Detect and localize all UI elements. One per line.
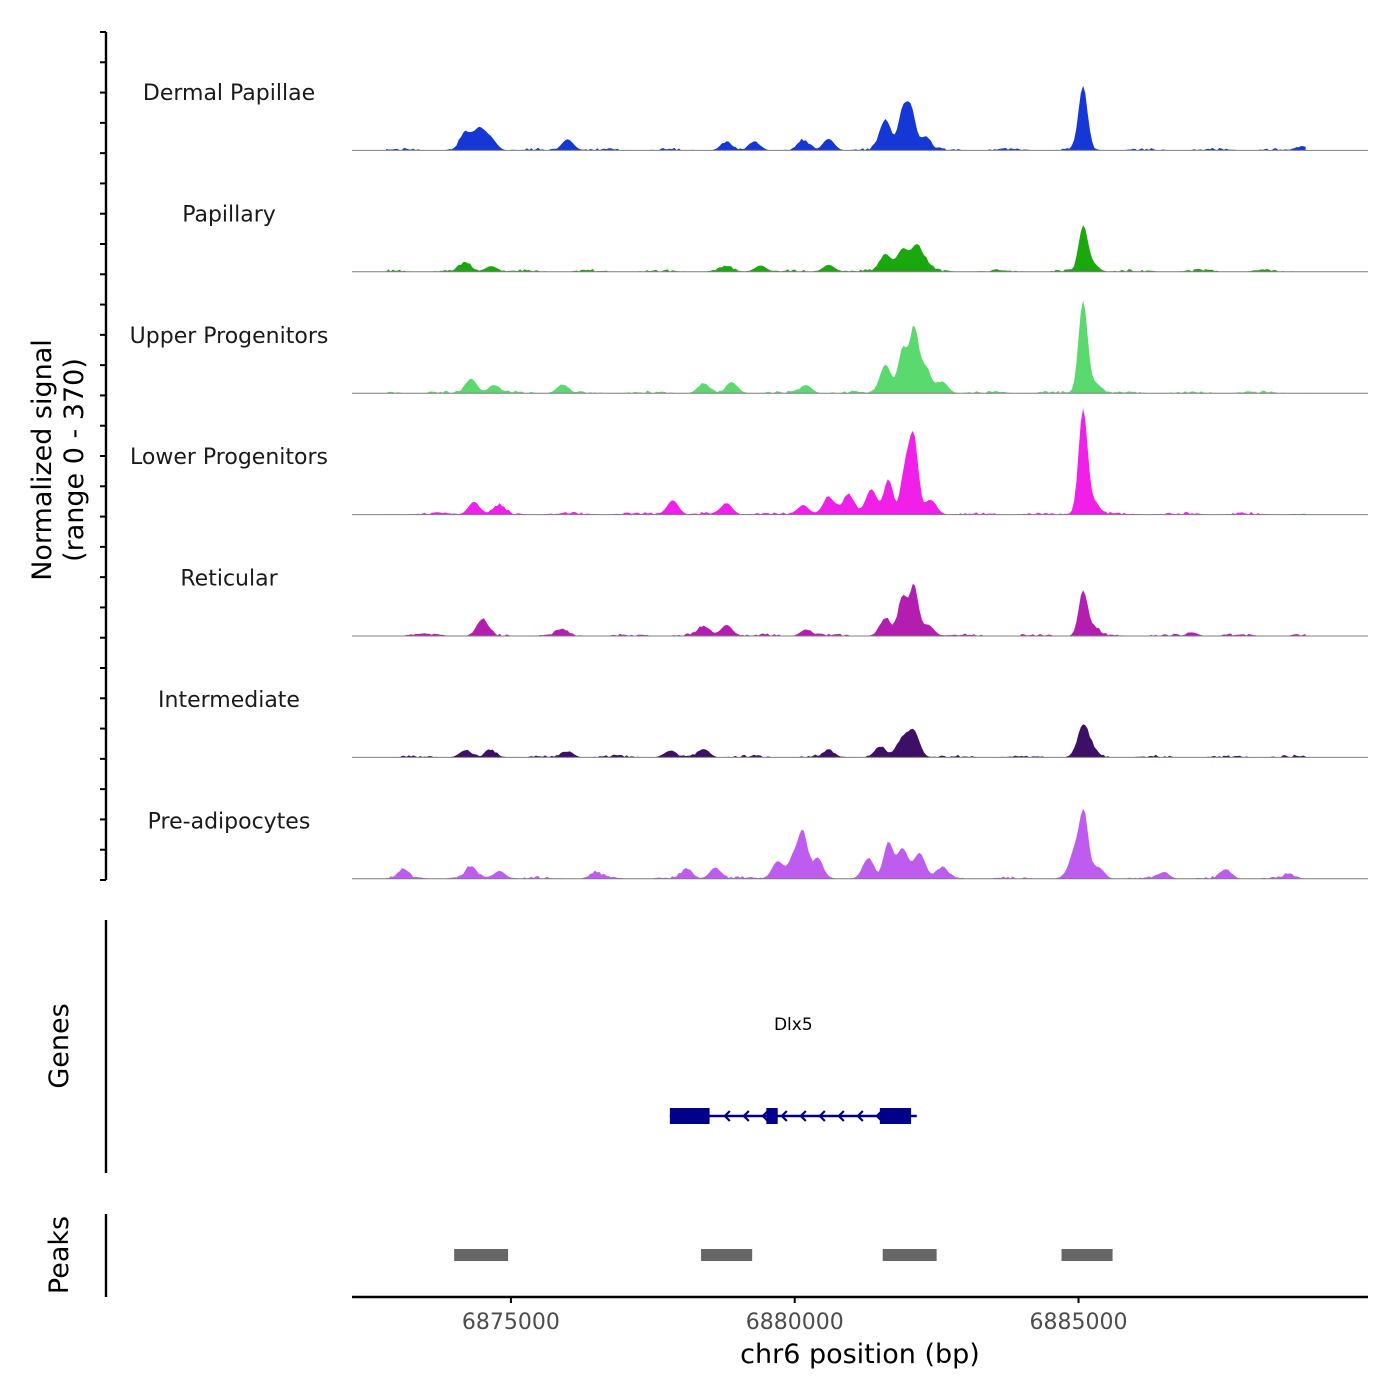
genes-track: Dlx5 [104, 920, 917, 1173]
track-label: Papillary [182, 202, 276, 227]
track-label: Reticular [180, 567, 278, 592]
coverage-tracks: Dermal Papillae Papillary Upper Progenitor… [130, 81, 1368, 880]
peaks-track [104, 1214, 1113, 1297]
genes-track-title: Genes [44, 1003, 75, 1088]
x-tick-label: 6875000 [462, 1310, 560, 1335]
track-signal-area [386, 808, 1306, 879]
strand-arrow [818, 1110, 826, 1122]
strand-arrow [799, 1110, 807, 1122]
track-label: Pre-adipocytes [148, 809, 311, 834]
track-1: Papillary [182, 202, 1368, 273]
track-3: Lower Progenitors [130, 408, 1368, 516]
strand-arrow [761, 1110, 769, 1122]
track-0: Dermal Papillae [143, 81, 1368, 151]
gene-exon [669, 1108, 710, 1124]
gene-exon [766, 1108, 778, 1124]
track-signal-area [386, 85, 1306, 151]
peak-region [882, 1249, 937, 1261]
x-tick-label: 6885000 [1030, 1310, 1128, 1335]
track-signal-area [386, 583, 1306, 636]
strand-arrow [837, 1110, 845, 1122]
track-2: Upper Progenitors [130, 300, 1368, 394]
y-axis-title-line2: (range 0 - 370) [59, 358, 90, 562]
peak-region [454, 1249, 509, 1261]
track-signal-area [386, 225, 1306, 272]
peaks-track-title: Peaks [44, 1216, 75, 1294]
x-axis: 6875000 6880000 6885000 [352, 1295, 1368, 1335]
gene-label: Dlx5 [774, 1015, 813, 1035]
track-label: Lower Progenitors [130, 445, 328, 470]
track-4: Reticular [180, 567, 1368, 637]
track-label: Dermal Papillae [143, 81, 315, 106]
track-label: Upper Progenitors [130, 324, 329, 349]
peak-region [701, 1249, 753, 1261]
track-signal-area [386, 724, 1306, 758]
track-5: Intermediate [158, 688, 1368, 758]
strand-arrow [723, 1110, 731, 1122]
signal-y-axis [100, 31, 108, 881]
track-signal-area [386, 408, 1306, 515]
gene-exon [879, 1108, 912, 1124]
track-signal-area [386, 300, 1306, 394]
x-tick-label: 6880000 [746, 1310, 844, 1335]
x-axis-title: chr6 position (bp) [740, 1339, 980, 1370]
strand-arrow [780, 1110, 788, 1122]
strand-arrow [742, 1110, 750, 1122]
track-label: Intermediate [158, 688, 300, 713]
peak-region [1061, 1249, 1113, 1261]
strand-arrow [856, 1110, 864, 1122]
track-6: Pre-adipocytes [148, 808, 1368, 880]
y-axis-title-line1: Normalized signal [27, 339, 58, 581]
